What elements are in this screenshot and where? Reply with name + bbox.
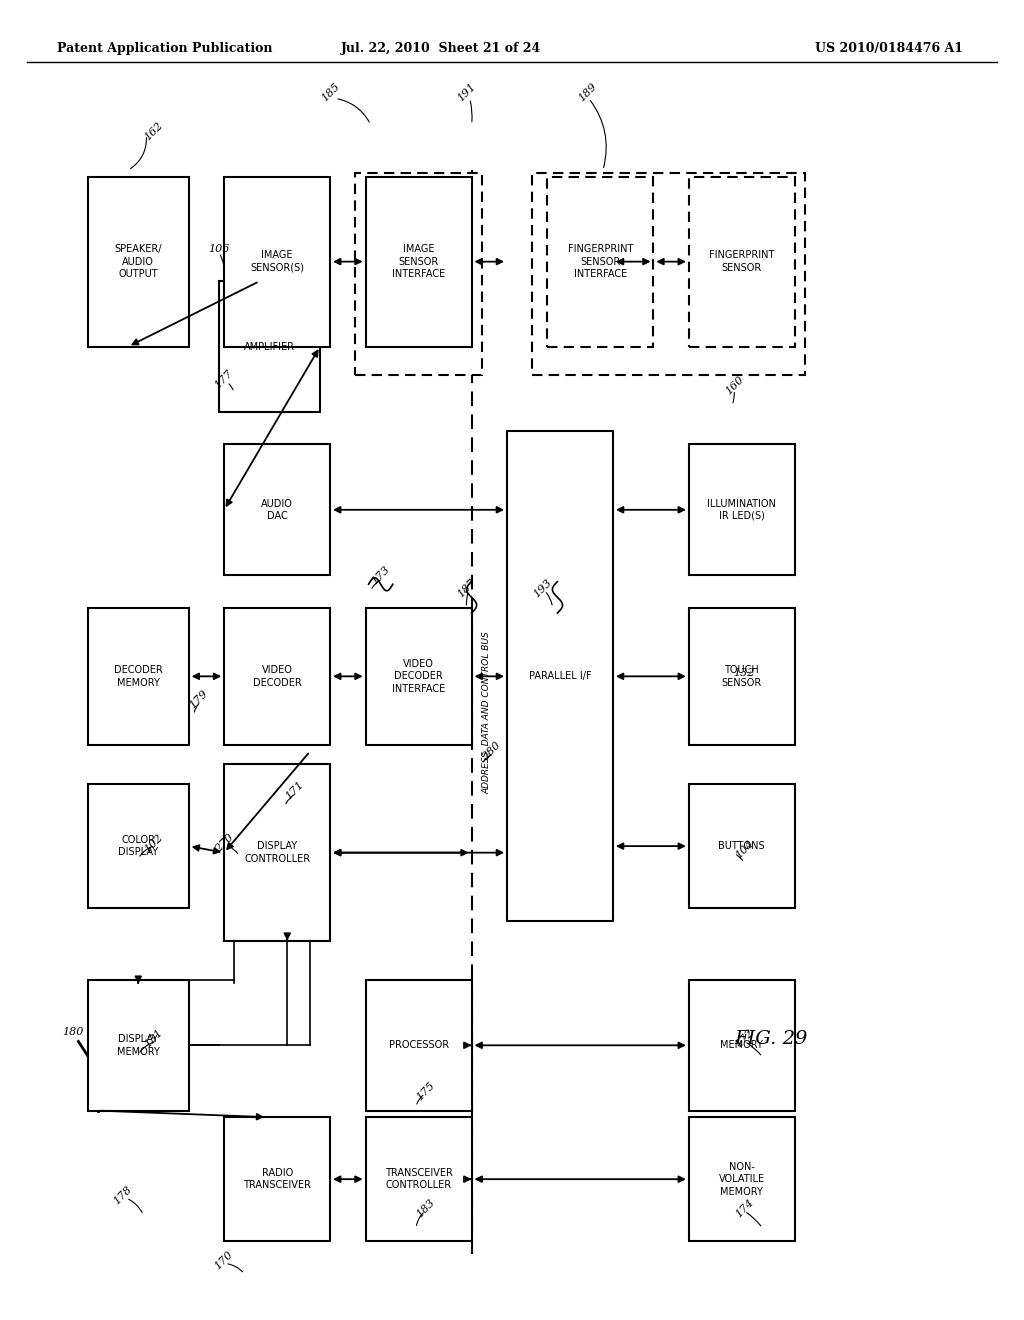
Bar bbox=[689, 177, 795, 347]
Text: TOUCH
SENSOR: TOUCH SENSOR bbox=[722, 665, 762, 688]
Text: PARALLEL I/F: PARALLEL I/F bbox=[528, 672, 591, 681]
Text: 178: 178 bbox=[112, 1184, 134, 1206]
Text: IMAGE
SENSOR(S): IMAGE SENSOR(S) bbox=[250, 251, 304, 273]
Text: 177: 177 bbox=[213, 368, 236, 391]
Text: ADDRESS, DATA AND CONTROL BUS: ADDRESS, DATA AND CONTROL BUS bbox=[482, 631, 492, 793]
Text: SPEAKER/
AUDIO
OUTPUT: SPEAKER/ AUDIO OUTPUT bbox=[115, 244, 162, 279]
Bar bbox=[355, 173, 481, 375]
Bar bbox=[224, 445, 330, 576]
Text: 175: 175 bbox=[415, 1080, 437, 1102]
Text: 280: 280 bbox=[480, 741, 503, 763]
Bar bbox=[689, 1117, 795, 1241]
Text: Patent Application Publication: Patent Application Publication bbox=[57, 42, 273, 55]
Text: DECODER
MEMORY: DECODER MEMORY bbox=[114, 665, 163, 688]
Text: 270: 270 bbox=[213, 832, 236, 854]
Text: Jul. 22, 2010  Sheet 21 of 24: Jul. 22, 2010 Sheet 21 of 24 bbox=[341, 42, 542, 55]
Text: PROCESSOR: PROCESSOR bbox=[388, 1040, 449, 1051]
Bar bbox=[224, 1117, 330, 1241]
Text: BUTTONS: BUTTONS bbox=[719, 841, 765, 851]
Text: 183: 183 bbox=[415, 1197, 437, 1220]
Bar bbox=[88, 177, 188, 347]
Bar bbox=[224, 607, 330, 744]
Text: 173: 173 bbox=[370, 564, 392, 586]
Text: 102: 102 bbox=[142, 832, 165, 854]
Text: DISPLAY
MEMORY: DISPLAY MEMORY bbox=[117, 1034, 160, 1056]
Text: 104: 104 bbox=[733, 838, 756, 861]
Bar bbox=[532, 173, 805, 375]
Bar bbox=[366, 177, 472, 347]
Bar bbox=[689, 445, 795, 576]
Text: MEMORY: MEMORY bbox=[720, 1040, 763, 1051]
Bar bbox=[224, 177, 330, 347]
Text: FIG. 29: FIG. 29 bbox=[734, 1030, 808, 1048]
Text: VIDEO
DECODER
INTERFACE: VIDEO DECODER INTERFACE bbox=[392, 659, 445, 694]
Bar bbox=[219, 281, 321, 412]
Text: 170: 170 bbox=[213, 1250, 236, 1272]
Text: TRANSCEIVER
CONTROLLER: TRANSCEIVER CONTROLLER bbox=[385, 1168, 453, 1191]
Text: 185: 185 bbox=[319, 81, 341, 103]
Bar bbox=[689, 979, 795, 1110]
Bar bbox=[366, 979, 472, 1110]
Text: 162: 162 bbox=[142, 120, 165, 143]
Text: US 2010/0184476 A1: US 2010/0184476 A1 bbox=[815, 42, 963, 55]
Text: 106: 106 bbox=[208, 244, 229, 253]
Text: 191: 191 bbox=[456, 81, 477, 103]
Text: AMPLIFIER: AMPLIFIER bbox=[244, 342, 295, 351]
Text: FINGERPRINT
SENSOR
INTERFACE: FINGERPRINT SENSOR INTERFACE bbox=[567, 244, 633, 279]
Text: 187: 187 bbox=[456, 577, 477, 599]
Text: 180: 180 bbox=[61, 1027, 83, 1038]
Bar bbox=[689, 784, 795, 908]
Text: 172: 172 bbox=[733, 1028, 756, 1049]
Text: NON-
VOLATILE
MEMORY: NON- VOLATILE MEMORY bbox=[719, 1162, 765, 1196]
Bar bbox=[507, 432, 613, 921]
Text: 174: 174 bbox=[733, 1197, 756, 1220]
Text: IMAGE
SENSOR
INTERFACE: IMAGE SENSOR INTERFACE bbox=[392, 244, 445, 279]
Text: ILLUMINATION
IR LED(S): ILLUMINATION IR LED(S) bbox=[708, 499, 776, 521]
Text: 171: 171 bbox=[284, 780, 306, 801]
Text: 189: 189 bbox=[577, 81, 599, 103]
Bar bbox=[224, 764, 330, 941]
Bar bbox=[366, 607, 472, 744]
Text: AUDIO
DAC: AUDIO DAC bbox=[261, 499, 293, 521]
Text: FINGERPRINT
SENSOR: FINGERPRINT SENSOR bbox=[709, 251, 774, 273]
Text: 131: 131 bbox=[142, 1028, 165, 1049]
Text: 160: 160 bbox=[723, 375, 745, 397]
Bar bbox=[88, 607, 188, 744]
Text: 132: 132 bbox=[733, 668, 755, 678]
Bar bbox=[689, 607, 795, 744]
Bar bbox=[88, 784, 188, 908]
Bar bbox=[548, 177, 653, 347]
Text: VIDEO
DECODER: VIDEO DECODER bbox=[253, 665, 301, 688]
Text: 179: 179 bbox=[187, 688, 210, 710]
Text: COLOR
DISPLAY: COLOR DISPLAY bbox=[118, 836, 159, 857]
Text: DISPLAY
CONTROLLER: DISPLAY CONTROLLER bbox=[244, 841, 310, 863]
Text: 193: 193 bbox=[531, 577, 553, 599]
Bar bbox=[88, 979, 188, 1110]
Bar bbox=[366, 1117, 472, 1241]
Text: RADIO
TRANSCEIVER: RADIO TRANSCEIVER bbox=[244, 1168, 311, 1191]
